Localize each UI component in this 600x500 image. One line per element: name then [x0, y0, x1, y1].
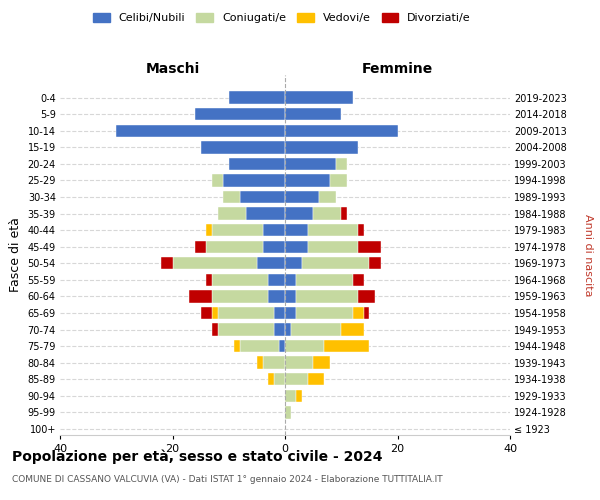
Bar	[218, 324, 274, 336]
Bar	[235, 340, 240, 352]
Bar	[285, 224, 308, 236]
Bar	[268, 274, 285, 286]
Bar	[212, 290, 268, 302]
Text: Maschi: Maschi	[145, 62, 200, 76]
Bar	[274, 373, 285, 386]
Bar	[280, 340, 285, 352]
Bar	[206, 240, 263, 253]
Bar	[319, 191, 335, 203]
Bar	[285, 240, 308, 253]
Bar	[285, 390, 296, 402]
Bar	[296, 290, 358, 302]
Y-axis label: Fasce di età: Fasce di età	[9, 218, 22, 292]
Bar	[285, 307, 296, 319]
Bar	[218, 307, 274, 319]
Bar	[285, 356, 313, 369]
Bar	[116, 124, 285, 137]
Bar	[358, 290, 375, 302]
Bar	[245, 208, 285, 220]
Bar	[223, 191, 240, 203]
Bar	[341, 324, 364, 336]
Bar	[285, 92, 353, 104]
Bar	[223, 174, 285, 186]
Bar	[285, 108, 341, 120]
Bar	[296, 274, 353, 286]
Bar	[308, 224, 358, 236]
Bar	[353, 274, 364, 286]
Bar	[285, 124, 398, 137]
Bar	[212, 274, 268, 286]
Bar	[285, 257, 302, 270]
Bar	[308, 373, 325, 386]
Bar	[257, 257, 285, 270]
Bar	[263, 224, 285, 236]
Bar	[240, 340, 280, 352]
Bar	[285, 158, 335, 170]
Bar	[341, 208, 347, 220]
Bar	[335, 158, 347, 170]
Bar	[200, 307, 212, 319]
Bar	[285, 373, 308, 386]
Text: COMUNE DI CASSANO VALCUVIA (VA) - Dati ISTAT 1° gennaio 2024 - Elaborazione TUTT: COMUNE DI CASSANO VALCUVIA (VA) - Dati I…	[12, 475, 443, 484]
Bar	[285, 141, 358, 154]
Bar	[206, 224, 212, 236]
Bar	[161, 257, 173, 270]
Text: Popolazione per età, sesso e stato civile - 2024: Popolazione per età, sesso e stato civil…	[12, 450, 383, 464]
Bar	[212, 174, 223, 186]
Bar	[173, 257, 257, 270]
Bar	[308, 240, 358, 253]
Bar	[330, 174, 347, 186]
Bar	[285, 174, 330, 186]
Bar	[358, 240, 380, 253]
Bar	[296, 390, 302, 402]
Bar	[358, 224, 364, 236]
Bar	[212, 307, 218, 319]
Bar	[229, 158, 285, 170]
Bar	[290, 324, 341, 336]
Legend: Celibi/Nubili, Coniugati/e, Vedovi/e, Divorziati/e: Celibi/Nubili, Coniugati/e, Vedovi/e, Di…	[89, 8, 475, 28]
Bar	[263, 356, 285, 369]
Bar	[285, 290, 296, 302]
Bar	[274, 324, 285, 336]
Bar	[313, 356, 330, 369]
Bar	[268, 290, 285, 302]
Bar	[353, 307, 364, 319]
Bar	[285, 191, 319, 203]
Bar	[229, 92, 285, 104]
Bar	[212, 224, 263, 236]
Bar	[285, 406, 290, 418]
Bar	[212, 324, 218, 336]
Bar	[190, 290, 212, 302]
Bar	[364, 307, 370, 319]
Bar	[195, 240, 206, 253]
Text: Femmine: Femmine	[362, 62, 433, 76]
Bar	[274, 307, 285, 319]
Bar	[325, 340, 370, 352]
Bar	[285, 340, 325, 352]
Bar	[285, 208, 313, 220]
Bar	[268, 373, 274, 386]
Bar	[285, 324, 290, 336]
Bar	[195, 108, 285, 120]
Bar	[370, 257, 380, 270]
Bar	[240, 191, 285, 203]
Bar	[313, 208, 341, 220]
Bar	[200, 141, 285, 154]
Bar	[263, 240, 285, 253]
Bar	[296, 307, 353, 319]
Bar	[218, 208, 245, 220]
Bar	[302, 257, 370, 270]
Bar	[285, 274, 296, 286]
Text: Anni di nascita: Anni di nascita	[583, 214, 593, 296]
Bar	[257, 356, 263, 369]
Bar	[206, 274, 212, 286]
